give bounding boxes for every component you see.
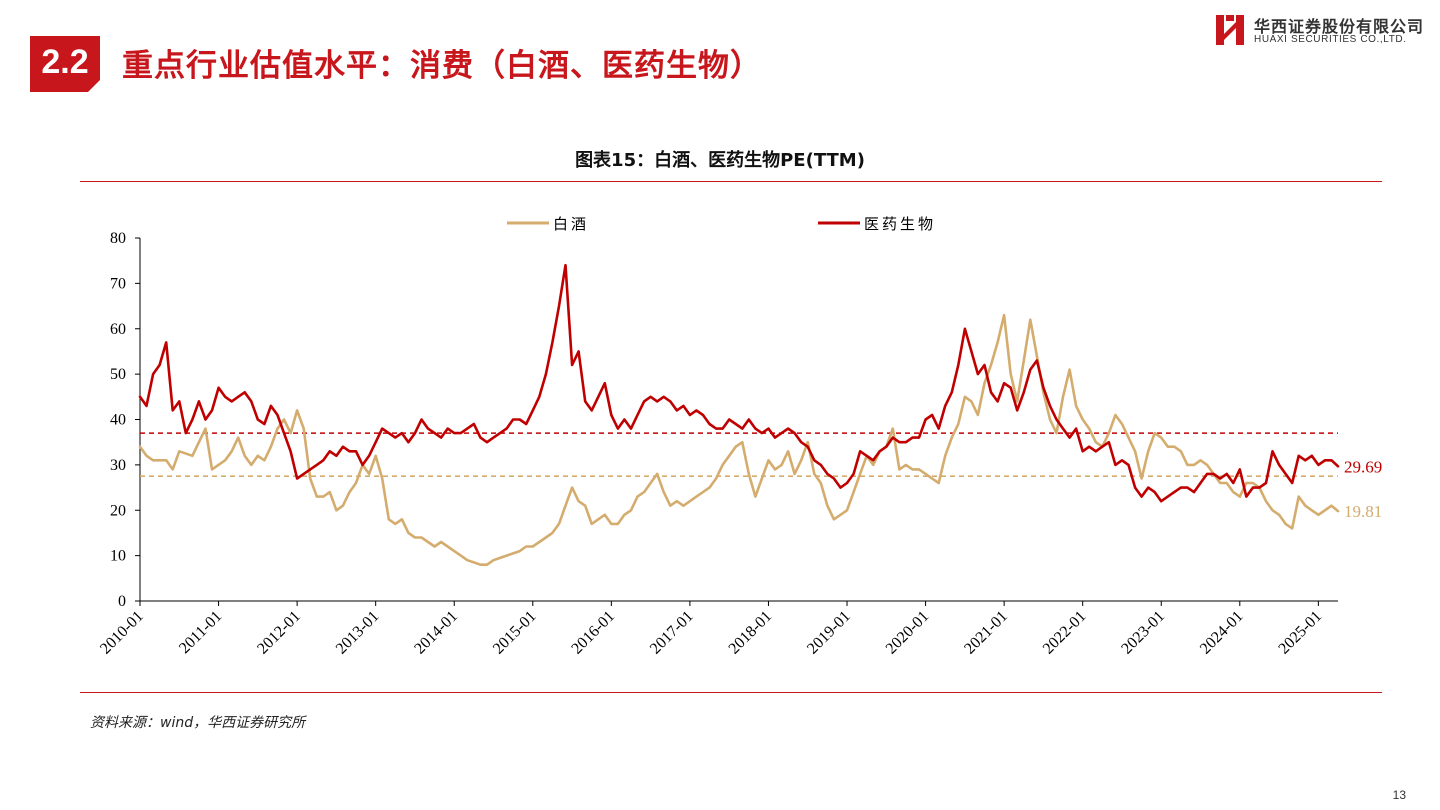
series-1-line	[138, 263, 1340, 503]
legend-label-1: 医药生物	[864, 215, 936, 233]
x-tick-label: 2016-01	[568, 608, 618, 658]
huaxi-logo-icon	[1216, 15, 1244, 45]
pe-line-chart: 0 10 20 30 40 50 60 70 80 2010-01 2011-01 2012-01 20…	[97, 215, 1382, 658]
page-title: 重点行业估值水平：消费（白酒、医药生物）	[122, 48, 762, 84]
y-tick-label: 40	[110, 412, 126, 429]
x-tick-label: 2018-01	[726, 608, 776, 658]
x-tick-label: 2022-01	[1040, 608, 1090, 658]
y-tick-label: 0	[118, 593, 126, 610]
chart-top-rule	[80, 181, 1382, 182]
x-tick-label: 2017-01	[647, 608, 697, 658]
x-tick-label: 2010-01	[97, 608, 147, 658]
y-tick-label: 70	[110, 275, 126, 292]
series-0-line	[138, 313, 1340, 566]
company-logo: 华西证券股份有限公司 HUAXI SECURITIES CO.,LTD.	[1214, 12, 1426, 48]
y-tick-label: 50	[110, 366, 126, 383]
series-1-end-label: 29.69	[1344, 457, 1382, 476]
company-name-en: HUAXI SECURITIES CO.,LTD.	[1254, 34, 1407, 45]
x-tick-label: 2012-01	[254, 608, 304, 658]
series-0-end-label: 19.81	[1344, 502, 1382, 521]
y-tick-label: 60	[110, 321, 126, 338]
x-tick-label: 2015-01	[490, 608, 540, 658]
x-tick-label: 2025-01	[1275, 608, 1325, 658]
source-note: 资料来源：wind，华西证券研究所	[90, 715, 306, 731]
y-tick-label: 20	[110, 502, 126, 519]
x-tick-label: 2011-01	[176, 608, 225, 657]
x-tick-label: 2023-01	[1118, 608, 1168, 658]
y-tick-label: 80	[110, 230, 126, 247]
chart-title: 图表15：白酒、医药生物PE(TTM)	[575, 150, 865, 171]
x-tick-label: 2024-01	[1197, 608, 1247, 658]
x-tick-label: 2013-01	[333, 608, 383, 658]
y-tick-label: 30	[110, 457, 126, 474]
y-tick-label: 10	[110, 548, 126, 565]
x-tick-label: 2019-01	[804, 608, 854, 658]
x-tick-label: 2020-01	[883, 608, 933, 658]
x-tick-label: 2021-01	[961, 608, 1011, 658]
legend-label-0: 白酒	[553, 215, 589, 233]
x-tick-label: 2014-01	[411, 608, 461, 658]
section-number-badge: 2.2	[30, 36, 100, 92]
company-name-cn: 华西证券股份有限公司	[1254, 17, 1425, 36]
chart-bottom-rule	[80, 692, 1382, 693]
page-number: 13	[1392, 788, 1406, 802]
